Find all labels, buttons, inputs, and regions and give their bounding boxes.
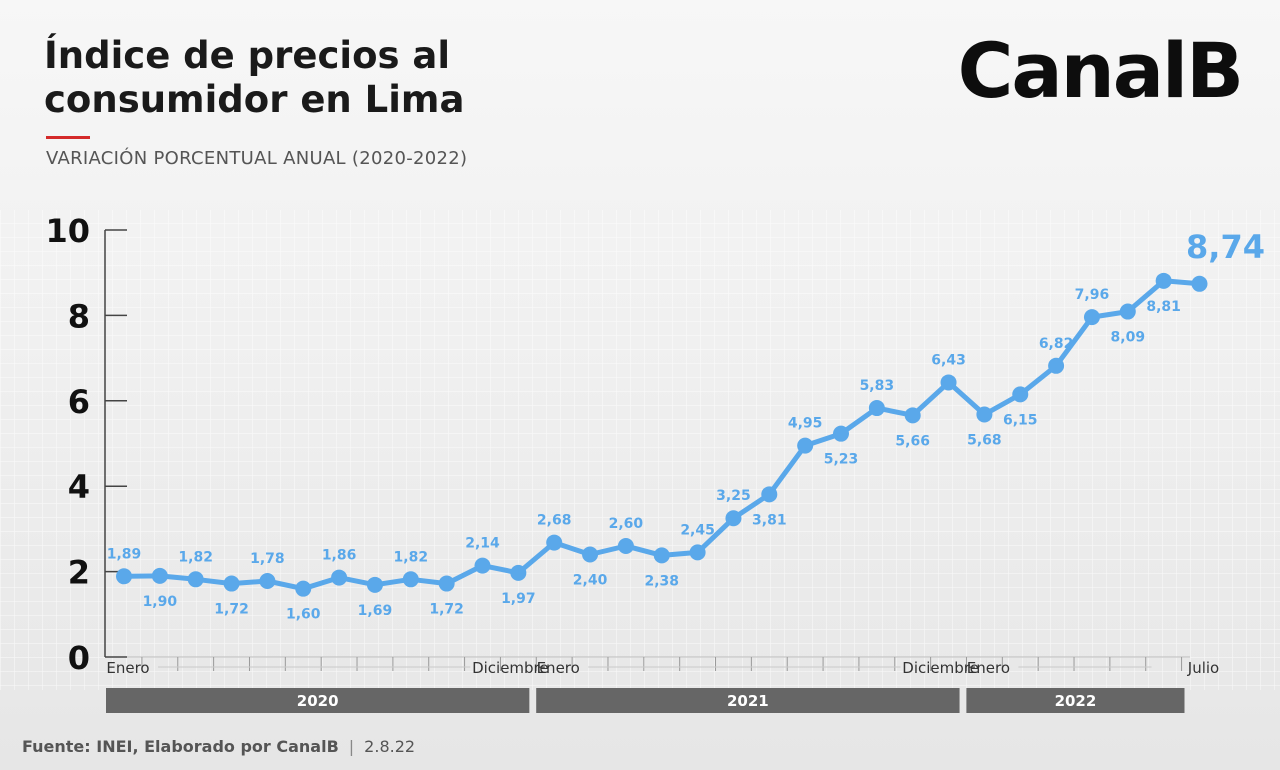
data-label: 2,40 [573, 573, 608, 589]
data-point [331, 569, 348, 586]
data-label: 1,82 [394, 549, 429, 565]
data-label: 1,89 [107, 546, 142, 562]
data-label: 2,14 [465, 536, 500, 552]
chart-title: Índice de precios al consumidor en Lima [44, 34, 465, 121]
source-note: Fuente: INEI, Elaborado por CanalB | 2.8.2… [22, 737, 415, 756]
y-tick-label: 10 [45, 212, 90, 250]
data-point [187, 571, 204, 588]
data-label: 1,78 [250, 551, 285, 567]
source-separator: | [348, 737, 355, 756]
data-point [223, 575, 240, 592]
data-label: 1,86 [322, 548, 357, 564]
year-bar [536, 688, 960, 713]
source-text: Fuente: INEI, Elaborado por CanalB [22, 737, 339, 756]
year-bar-label: 2021 [727, 692, 769, 710]
data-point [1191, 275, 1208, 292]
data-point [438, 575, 455, 592]
canalb-logo: CanalB [957, 26, 1244, 115]
x-tick-label: Diciembre [472, 659, 549, 677]
data-label: 8,09 [1111, 330, 1146, 346]
x-tick-label: Enero [106, 659, 149, 677]
x-tick-label: Enero [967, 659, 1010, 677]
data-label: 8,81 [1146, 299, 1181, 315]
data-label: 6,82 [1039, 336, 1074, 352]
data-point [295, 580, 312, 597]
source-date: 2.8.22 [364, 737, 416, 756]
data-label: 1,69 [358, 603, 393, 619]
data-point [1155, 272, 1172, 289]
data-point [259, 572, 276, 589]
title-accent-bar [46, 136, 90, 139]
y-tick-label: 0 [68, 639, 90, 677]
y-tick-label: 8 [68, 297, 90, 335]
data-point [474, 557, 491, 574]
x-tick-label: Julio [1187, 659, 1219, 677]
data-point [366, 576, 383, 593]
data-point [797, 437, 814, 454]
data-point [582, 546, 599, 563]
x-tick-label: Enero [537, 659, 580, 677]
data-label: 5,23 [824, 452, 859, 468]
year-bar [966, 688, 1185, 713]
data-point [653, 547, 670, 564]
data-label: 2,38 [644, 573, 679, 589]
y-tick-label: 2 [68, 554, 90, 592]
data-label: 1,82 [178, 549, 213, 565]
data-label: 4,95 [788, 416, 823, 432]
data-label: 7,96 [1075, 287, 1110, 303]
y-tick-label: 6 [68, 383, 90, 421]
data-point [617, 537, 634, 554]
data-point [510, 564, 527, 581]
series-line [121, 278, 1202, 592]
y-tick-label: 4 [68, 468, 90, 506]
data-point [116, 568, 132, 585]
data-point [725, 510, 742, 527]
data-point [976, 406, 993, 423]
data-point [402, 571, 419, 588]
data-label-highlight: 8,74 [1186, 228, 1265, 266]
year-bar [106, 688, 530, 713]
data-label: 5,66 [895, 433, 930, 449]
data-point [833, 425, 849, 442]
year-bar-label: 2022 [1055, 692, 1097, 710]
data-label: 1,72 [429, 602, 464, 618]
data-label: 2,60 [609, 516, 644, 532]
data-point [761, 486, 778, 503]
data-label: 1,60 [286, 607, 321, 623]
data-label: 1,72 [214, 602, 249, 618]
background-texture [0, 210, 1280, 690]
data-label: 5,83 [860, 378, 895, 394]
data-point [1048, 357, 1065, 374]
chart-subtitle: VARIACIÓN PORCENTUAL ANUAL (2020-2022) [46, 148, 468, 169]
data-label: 3,25 [716, 488, 751, 504]
data-point [1083, 309, 1100, 326]
data-label: 1,97 [501, 591, 536, 607]
data-label: 2,45 [680, 522, 715, 538]
data-point [868, 400, 885, 417]
x-tick-label: Diciembre [902, 659, 979, 677]
data-point [940, 374, 957, 391]
data-point [1012, 386, 1029, 403]
data-label: 5,68 [967, 432, 1002, 448]
year-bar-label: 2020 [297, 692, 339, 710]
data-label: 6,43 [931, 352, 966, 368]
data-point [904, 407, 921, 424]
data-point [151, 567, 168, 584]
data-point [1119, 303, 1136, 320]
data-label: 2,68 [537, 513, 572, 529]
data-point [689, 544, 706, 561]
data-label: 6,15 [1003, 412, 1038, 428]
data-point [546, 534, 563, 551]
data-label: 1,90 [143, 594, 178, 610]
data-label: 3,81 [752, 512, 787, 528]
